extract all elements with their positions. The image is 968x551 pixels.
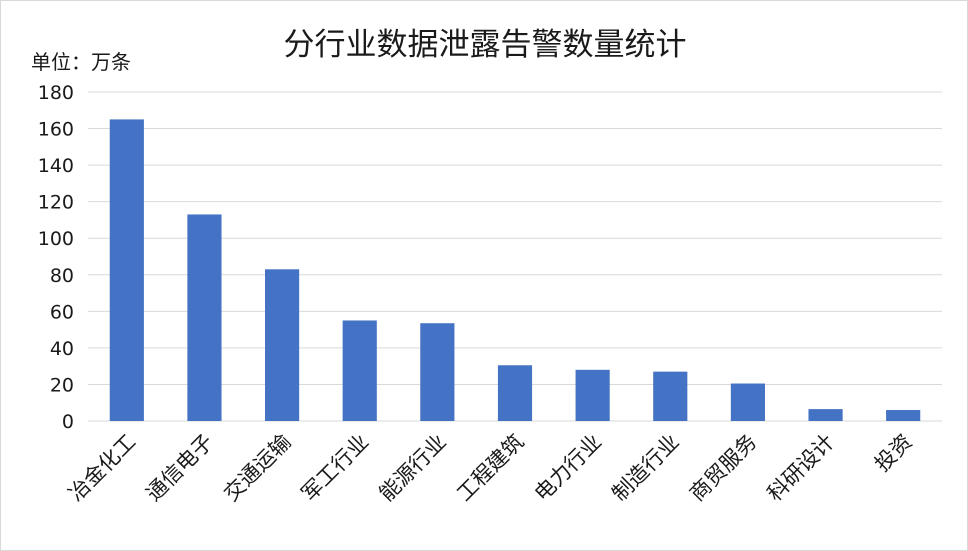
y-tick-label: 80 [50,265,74,287]
bar-8 [730,383,765,421]
category-label: 通信电子 [142,430,218,506]
bar-10 [886,410,921,421]
bars [109,119,921,422]
category-label: 军工行业 [297,430,373,506]
bar-7 [653,371,688,421]
bar-2 [265,269,300,421]
y-tick-label: 180 [38,82,74,104]
y-axis-ticks: 0 20 40 60 80 100 120 140 160 180 [38,82,74,433]
y-tick-label: 140 [38,155,74,177]
category-label: 工程建筑 [452,430,528,506]
bar-1 [187,214,222,421]
y-tick-label: 120 [38,192,74,214]
x-axis-categories: 冶金化工 通信电子 交通运输 军工行业 能源行业 工程建筑 电力行业 制造行业 商贸服务 科研设计… [64,430,917,506]
category-label: 投资 [870,430,917,477]
category-label: 冶金化工 [64,430,140,506]
bar-6 [575,369,610,421]
category-label: 电力行业 [530,430,606,506]
category-label: 制造行业 [607,430,683,506]
bar-5 [497,365,533,421]
bar-3 [342,320,377,421]
y-tick-label: 100 [38,228,74,250]
bar-4 [420,323,455,421]
chart-title: 分行业数据泄露告警数量统计 [283,27,687,63]
y-tick-label: 160 [38,119,74,141]
unit-label: 单位：万条 [31,50,131,74]
category-label: 交通运输 [219,430,295,506]
y-tick-label: 0 [62,411,74,433]
category-label: 能源行业 [375,430,451,506]
y-tick-label: 20 [50,374,74,396]
category-label: 商贸服务 [685,430,761,506]
y-tick-label: 60 [50,301,74,323]
bar-0 [109,119,144,422]
gridlines [88,91,942,422]
y-tick-label: 40 [50,338,74,360]
bar-9 [808,409,843,421]
category-label: 科研设计 [763,430,839,506]
